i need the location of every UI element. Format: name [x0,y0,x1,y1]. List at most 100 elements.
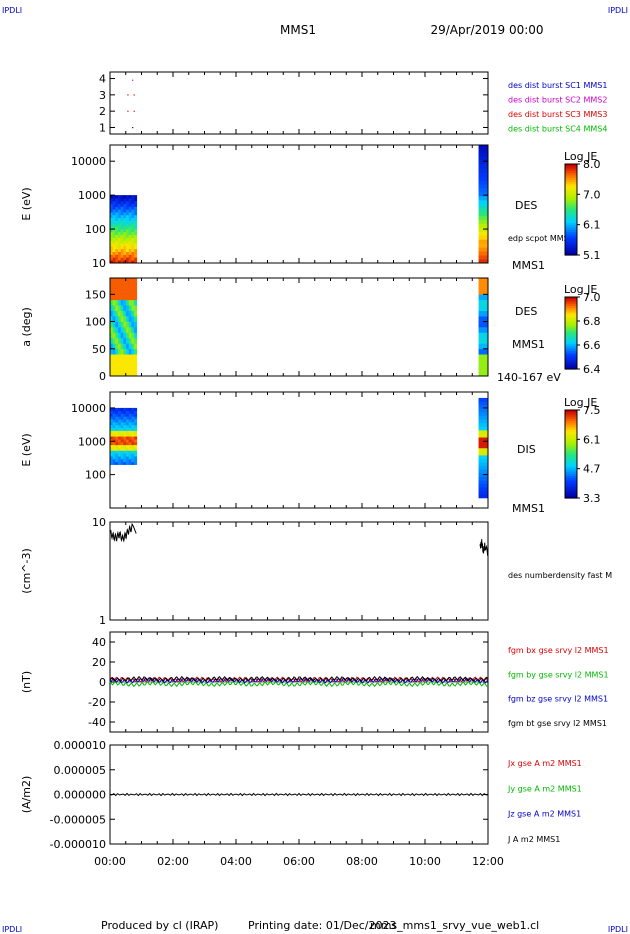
spectro-cell [478,462,488,467]
colorbar-cell [565,168,577,172]
colorbar-cell [565,164,577,167]
spectro-cell [131,316,135,322]
spectro-cell [110,410,113,414]
spectro-cell [118,278,122,284]
spectro-cell [112,231,116,236]
spectro-cell [128,332,132,339]
legend-item: des dist burst SC2 MMS2 [508,96,607,105]
spectro-cell [478,243,488,248]
spectro-cell [115,254,119,258]
spectro-cell [131,413,135,417]
colorbar-cell [565,487,577,490]
spectro-cell [120,257,124,261]
spectro-cell [120,419,124,423]
spectro-cell [123,299,127,306]
spectro-cell [126,424,130,429]
colorbar-cell [565,236,577,240]
colorbar-cell [565,447,577,451]
spectro-cell [112,427,116,431]
spectro-cell [115,458,119,463]
spectro-cell [478,465,488,470]
colorbar-cell [565,193,577,197]
time-tick-label: 06:00 [283,855,315,868]
colorbar-tick-label: 6.4 [583,363,601,376]
colorbar-cell [565,489,577,492]
colorbar-title: Log JE [564,396,597,409]
spectro-cell [134,332,138,339]
spectro-cell [123,439,127,443]
spectro-cell [110,305,113,311]
colorbar-cell [565,460,577,464]
spectro-cell [131,305,135,311]
spectro-cell [126,231,130,236]
spectro-cell [131,456,135,460]
colorbar-cell [565,298,577,302]
spectro-cell [115,413,119,417]
spectro-cell [126,294,130,301]
spectro-cell [123,453,127,457]
spectro-cell [478,397,488,402]
spectro-cell [478,370,488,377]
spectro-cell [115,348,119,355]
colorbar-cell [565,173,577,176]
colorbar-cell [565,469,577,473]
spectro-cell [115,294,119,301]
spectro-cell [131,458,135,463]
spectro-cell [112,226,116,230]
y-axis-label: (A/m2) [20,776,33,814]
spectro-cell [128,212,132,216]
spectro-cell [120,240,124,244]
spectro-cell [112,439,116,443]
spectro-cell [115,332,119,339]
colorbar-cell [565,204,577,208]
spectro-cell [110,332,113,339]
spectro-cell [110,337,113,344]
spectro-cell [478,207,488,213]
spectro-cell [131,206,135,210]
spectro-cell [478,235,488,240]
time-tick-label: 10:00 [409,855,441,868]
legend-item: Jy gse A m2 MMS1 [507,784,582,793]
panel-frame [109,521,489,621]
spectro-cell [112,441,116,446]
colorbar-cell [565,316,577,320]
spectro-cell [112,327,116,333]
spectro-cell [131,447,135,451]
spectro-cell [120,447,124,451]
spectro-cell [126,370,130,377]
spectro-cell [110,439,113,443]
spectro-cell [118,430,122,434]
spectro-cell [126,461,130,465]
spectro-cell [120,246,124,250]
spectro-cell [478,283,488,290]
spectro-cell [128,294,132,301]
spectro-cell [131,231,135,236]
spectro-cell [134,243,138,247]
colorbar-tick-label: 4.7 [583,463,601,476]
spectro-cell [478,294,488,301]
spectro-cell [131,251,135,255]
spectro-cell [128,453,132,457]
spectro-cell [110,407,113,412]
spectro-cell [131,229,135,233]
colorbar-frame [564,163,578,256]
colorbar-cell [565,300,577,303]
spectro-cell [131,260,135,264]
bfield-line [109,675,489,683]
spectro-cell [134,430,138,434]
spectro-cell [123,246,127,250]
spectro-cell [115,427,119,431]
y-tick-label: 100 [85,223,106,236]
spectro-cell [131,257,135,261]
spectro-cell [134,248,138,252]
colorbar-cell [565,349,577,352]
spectro-cell [118,254,122,258]
spectro-cell [131,359,135,366]
panel-sublabel: edp scpot MMS1 [508,234,574,243]
spectro-cell [131,354,135,360]
spectro-cell [115,359,119,366]
spectro-cell [128,231,132,236]
spectro-cell [112,310,116,317]
y-axis-label: E (eV) [20,433,33,466]
spectro-cell [134,453,138,457]
